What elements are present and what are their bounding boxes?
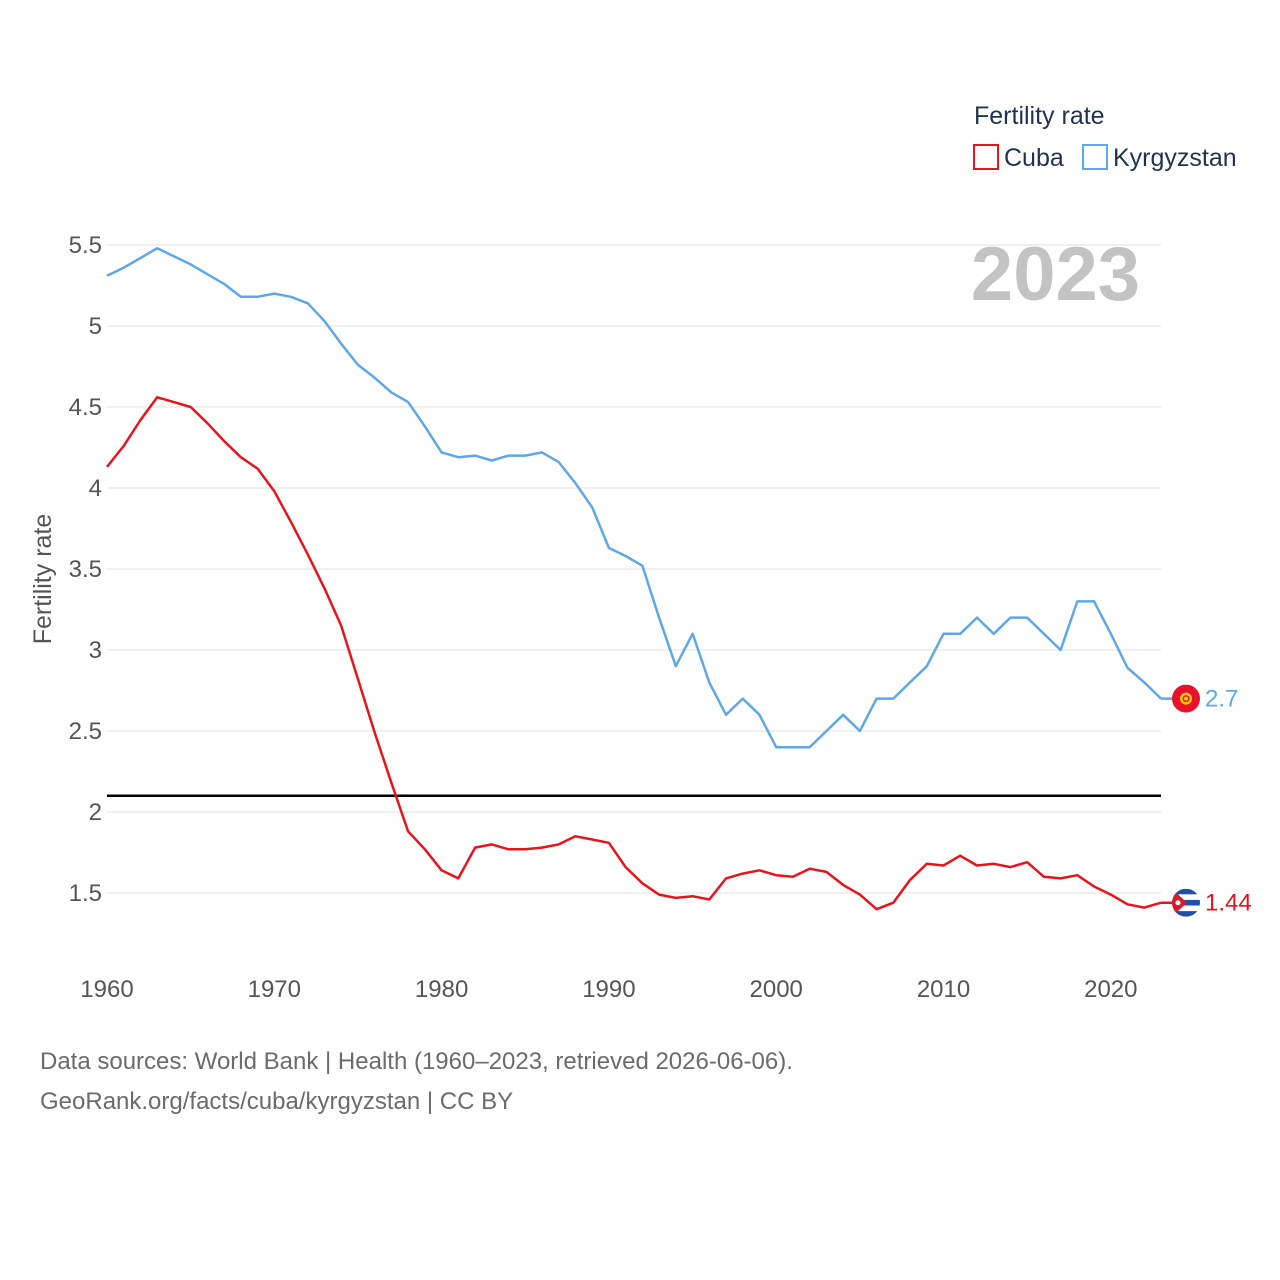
x-tick-label: 2020	[1084, 976, 1137, 1003]
year-label: 2023	[971, 232, 1140, 317]
x-tick-label: 1970	[248, 976, 301, 1003]
x-tick-label: 1990	[582, 976, 635, 1003]
y-tick-label: 5	[89, 313, 102, 340]
legend-swatch-kyrgyzstan	[1082, 144, 1108, 170]
footer-sources: Data sources: World Bank | Health (1960–…	[40, 1048, 793, 1075]
y-axis-ticks: 1.5 2 2.5 3 3.5 4 4.5 5 5.5	[69, 232, 102, 907]
x-tick-label: 1960	[80, 976, 133, 1003]
legend-item-cuba[interactable]: Cuba	[973, 144, 1064, 172]
legend-label-kyrgyzstan: Kyrgyzstan	[1113, 144, 1237, 172]
x-tick-label: 2000	[750, 976, 803, 1003]
grid-lines	[107, 244, 1161, 894]
series-line-kyrgyzstan[interactable]	[106, 246, 1162, 749]
series-line-cuba[interactable]	[106, 396, 1162, 911]
x-tick-label: 2010	[917, 976, 970, 1003]
legend-item-kyrgyzstan[interactable]: Kyrgyzstan	[1082, 144, 1237, 172]
y-tick-label: 2.5	[69, 718, 102, 745]
legend-title: Fertility rate	[974, 102, 1105, 130]
series-lines	[106, 246, 1162, 911]
y-tick-label: 4.5	[69, 394, 102, 421]
footer-attribution[interactable]: GeoRank.org/facts/cuba/kyrgyzstan | CC B…	[40, 1088, 514, 1115]
end-label-kyrgyzstan: 2.7	[1205, 686, 1238, 713]
y-tick-label: 3	[89, 637, 102, 664]
x-axis-ticks: 1960 1970 1980 1990 2000 2010 2020	[80, 976, 1137, 1003]
y-tick-label: 2	[89, 799, 102, 826]
cuba-flag-icon	[1172, 888, 1200, 917]
end-label-cuba: 1.44	[1205, 890, 1252, 917]
series-endpoints: 1.44 2.7	[1161, 684, 1252, 917]
legend-swatch-cuba	[973, 144, 999, 170]
y-tick-label: 1.5	[69, 880, 102, 907]
legend: Fertility rate Cuba Kyrgyzstan	[973, 102, 1237, 172]
legend-label-cuba: Cuba	[1004, 144, 1064, 172]
footer: Data sources: World Bank | Health (1960–…	[40, 1042, 793, 1122]
kyrgyzstan-flag-icon	[1172, 684, 1200, 713]
y-axis-label: Fertility rate	[29, 514, 57, 645]
y-tick-label: 4	[89, 475, 102, 502]
y-tick-label: 5.5	[69, 232, 102, 259]
x-tick-label: 1980	[415, 976, 468, 1003]
y-tick-label: 3.5	[69, 556, 102, 583]
